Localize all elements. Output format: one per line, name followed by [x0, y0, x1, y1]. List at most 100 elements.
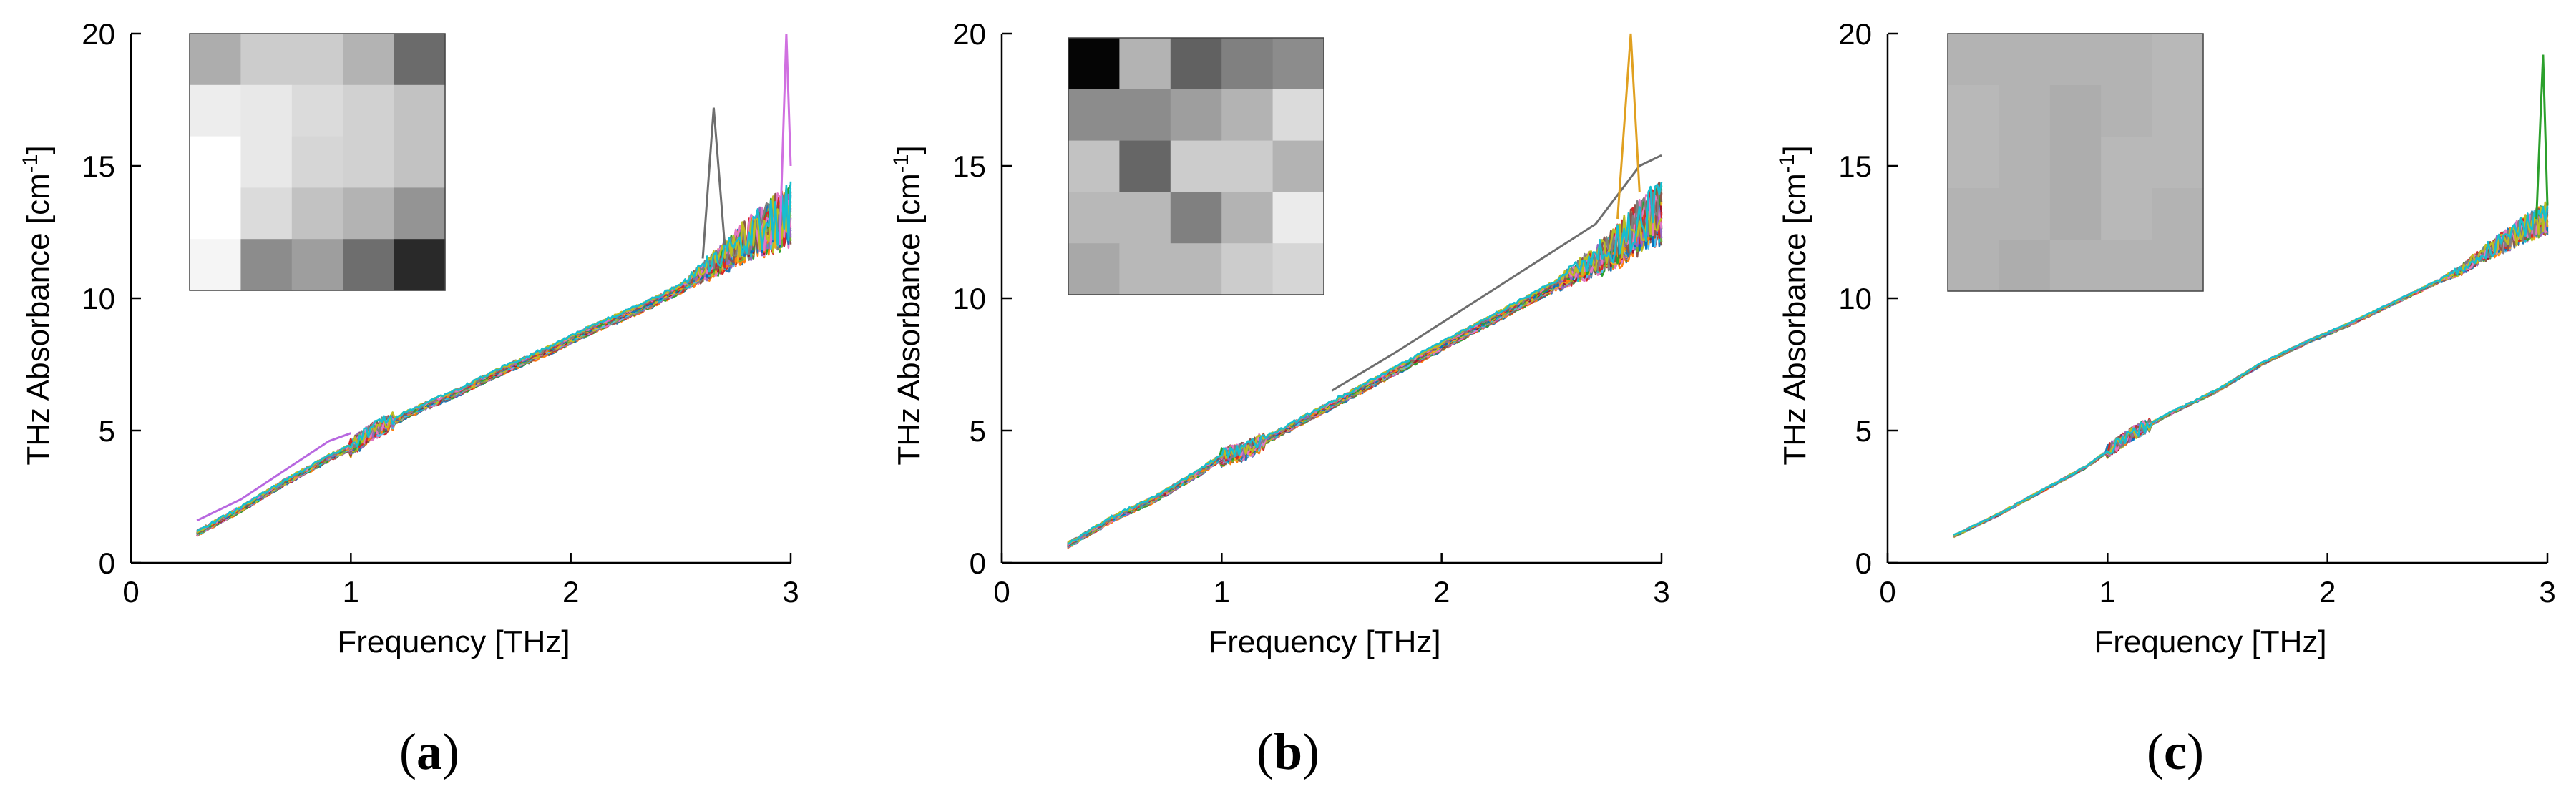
y-tick-label: 20	[82, 17, 115, 51]
inset-frame	[1947, 33, 2204, 292]
y-axis-title-end: ]	[892, 145, 927, 154]
series-group	[196, 33, 792, 537]
heatmap-cell	[343, 84, 395, 137]
y-axis-title: THz Absorbance [cm-1]	[19, 145, 56, 465]
heatmap-cell	[394, 136, 446, 188]
outlier-series-line	[779, 33, 792, 246]
heatmap-cell	[343, 136, 395, 188]
heatmap-cell	[1999, 137, 2051, 189]
x-tick-label: 3	[1653, 575, 1669, 609]
heatmap-cell	[291, 136, 343, 188]
series-line	[1067, 182, 1663, 546]
heatmap-cell	[2152, 240, 2204, 292]
panel-label-a-letter: a	[416, 723, 442, 780]
heatmap-cell	[190, 136, 241, 188]
y-axis-title-text: THz Absorbance [cm	[1777, 173, 1813, 465]
y-tick-label: 5	[970, 414, 986, 448]
panel-b: 0 1 2 3 0 5 10 15 20 Frequency [THz] THz Absorbanc…	[889, 17, 1670, 659]
heatmap-cell	[1272, 38, 1324, 90]
outlier-series-line	[196, 432, 351, 522]
heatmap-cell	[1272, 140, 1324, 192]
y-axis-title-end: ]	[21, 145, 56, 154]
heatmap-cell	[1999, 188, 2051, 240]
series-line	[196, 181, 792, 533]
axes: 0 1 2 3 0 5 10 15 20	[952, 17, 1669, 609]
heatmap-cell	[394, 187, 446, 240]
series-group	[1067, 33, 1663, 549]
heatmap-cell	[1948, 34, 1999, 86]
y-tick-label: 0	[1855, 546, 1872, 580]
y-tick-label: 10	[1838, 282, 1872, 315]
x-tick-label: 1	[2099, 575, 2116, 609]
heatmap-cell	[240, 239, 293, 291]
inset-heatmap	[1947, 33, 2204, 292]
heatmap-cell	[190, 34, 241, 86]
y-axis-title-superscript: -1	[889, 154, 913, 174]
heatmap-cell	[1170, 38, 1222, 90]
heatmap-cell	[2049, 137, 2102, 189]
heatmap-cell	[240, 136, 293, 188]
heatmap-cell	[1272, 89, 1324, 142]
heatmap-cell	[394, 239, 446, 291]
heatmap-cell	[2101, 240, 2153, 292]
series-line	[1953, 205, 2549, 536]
heatmap-cell	[1068, 140, 1120, 192]
heatmap-cell	[1068, 89, 1120, 142]
x-tick-label: 2	[1433, 575, 1450, 609]
x-tick-label: 0	[122, 575, 139, 609]
x-tick-label: 0	[1879, 575, 1896, 609]
heatmap-cell	[1948, 85, 1999, 137]
x-tick-label: 3	[782, 575, 799, 609]
heatmap-cell	[1119, 140, 1171, 192]
y-tick-label: 15	[1838, 149, 1872, 183]
heatmap-cell	[190, 239, 241, 291]
x-tick-label: 3	[2539, 575, 2555, 609]
y-tick-label: 15	[82, 149, 115, 183]
heatmap-cell	[1948, 137, 1999, 189]
y-axis-title-text: THz Absorbance [cm	[892, 173, 927, 465]
heatmap-cell	[1068, 243, 1120, 295]
heatmap-cell	[240, 84, 293, 137]
heatmap-cell	[1221, 192, 1274, 244]
heatmap-cell	[1999, 34, 2051, 86]
heatmap-cell	[2152, 188, 2204, 240]
outlier-series-line	[1331, 154, 1662, 392]
heatmap-cell	[1068, 38, 1120, 90]
x-axis-title: Frequency [THz]	[2094, 624, 2326, 659]
panel-label-a: (a)	[399, 723, 459, 780]
x-tick-label: 1	[1214, 575, 1230, 609]
heatmap-cell	[2049, 188, 2102, 240]
heatmap-cell	[1119, 243, 1171, 295]
x-tick-label: 2	[2319, 575, 2336, 609]
y-tick-label: 5	[1855, 414, 1872, 448]
x-tick-label: 0	[993, 575, 1010, 609]
axes: 0 1 2 3 0 5 10 15 20	[1838, 17, 2555, 609]
heatmap-cell	[190, 187, 241, 240]
heatmap-cell	[2152, 85, 2204, 137]
inset-frame	[189, 33, 446, 291]
series-group	[1953, 54, 2549, 539]
heatmap-cell	[291, 84, 343, 137]
panel-label-c-letter: c	[2164, 723, 2187, 780]
heatmap-cell	[2152, 34, 2204, 86]
heatmap-cell	[1221, 140, 1274, 192]
heatmap-cell	[1170, 140, 1222, 192]
heatmap-cell	[1272, 192, 1324, 244]
y-axis-title-superscript: -1	[19, 154, 42, 174]
heatmap-cell	[2049, 85, 2102, 137]
x-tick-label: 1	[343, 575, 359, 609]
heatmap-cell	[2049, 34, 2102, 86]
y-tick-label: 5	[99, 414, 115, 448]
heatmap-cell	[1068, 192, 1120, 244]
heatmap-cell	[343, 187, 395, 240]
heatmap-cell	[1119, 38, 1171, 90]
heatmap-cell	[394, 84, 446, 137]
heatmap-cell	[1170, 89, 1222, 142]
heatmap-cell	[343, 34, 395, 86]
panel-label-b-letter: b	[1274, 723, 1302, 780]
heatmap-cell	[2101, 188, 2153, 240]
y-axis-title-end: ]	[1777, 145, 1813, 154]
heatmap-cell	[1170, 243, 1222, 295]
outlier-series-line	[2535, 54, 2549, 220]
